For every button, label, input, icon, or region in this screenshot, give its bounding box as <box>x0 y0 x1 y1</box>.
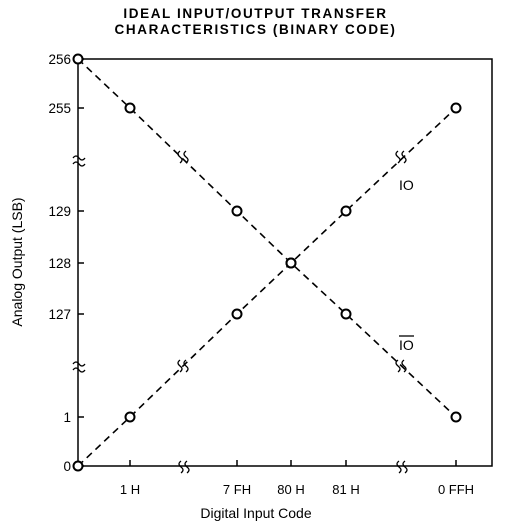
chart-title-line-2: CHARACTERISTICS (BINARY CODE) <box>114 22 397 37</box>
series-1-point-1 <box>72 460 84 472</box>
y-tick-label-128: 128 <box>48 256 71 271</box>
tick-labels: 0 1 127 128 129 255 256 1 H 7 FH 80 H 81 H 0 FFH IO I… <box>48 52 474 497</box>
series-2-point-6 <box>450 411 462 423</box>
series-1-point-2 <box>124 411 136 423</box>
x-tick-label-0FFH: 0 FFH <box>438 482 474 497</box>
series-lines <box>77 58 457 467</box>
series-1-break-lower <box>177 359 189 373</box>
y-tick-label-255: 255 <box>48 101 71 116</box>
series-2-point-1 <box>72 53 84 65</box>
series-2-break-upper <box>177 150 189 164</box>
series-1-point-6 <box>450 102 462 114</box>
x-axis-break-left <box>178 460 190 474</box>
chart-title-line-1: IDEAL INPUT/OUTPUT TRANSFER <box>123 6 388 21</box>
series-2-label: IO <box>399 337 414 353</box>
y-axis-break-upper <box>72 155 86 167</box>
series-markers <box>72 53 462 472</box>
x-tick-label-81H: 81 H <box>332 482 359 497</box>
x-axis-break-right <box>396 460 408 474</box>
series-line-1 <box>77 107 457 467</box>
series-line-2 <box>77 58 457 418</box>
x-tick-label-1H: 1 H <box>120 482 140 497</box>
series-2-point-5 <box>340 308 352 320</box>
y-axis-break-lower <box>72 361 86 373</box>
y-tick-label-127: 127 <box>48 307 71 322</box>
x-tick-label-80H: 80 H <box>277 482 304 497</box>
series-1-point-5 <box>340 205 352 217</box>
series-1-point-3 <box>231 308 243 320</box>
series-2-point-4 <box>285 257 297 269</box>
x-axis-label: Digital Input Code <box>200 505 312 521</box>
series-1-break-upper <box>395 150 407 164</box>
y-tick-label-0: 0 <box>63 459 71 474</box>
y-tick-label-129: 129 <box>48 204 71 219</box>
series-2-break-lower <box>395 359 407 373</box>
series-1-label: IO <box>399 177 414 193</box>
y-tick-label-256: 256 <box>48 52 71 67</box>
plot-frame <box>77 58 493 467</box>
series-2-point-3 <box>231 205 243 217</box>
y-axis-label: Analog Output (LSB) <box>9 197 25 326</box>
x-tick-label-7FH: 7 FH <box>223 482 251 497</box>
y-tick-label-1: 1 <box>63 410 71 425</box>
series-2-point-2 <box>124 102 136 114</box>
axes <box>72 58 493 474</box>
